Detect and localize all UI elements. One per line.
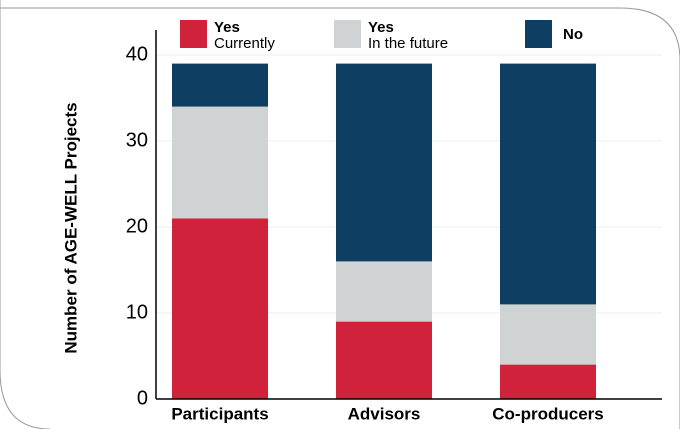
- y-tick-label: 30: [126, 129, 148, 151]
- bar-segment: [336, 261, 432, 322]
- bar-segment: [500, 304, 596, 365]
- x-tick-label: Co-producers: [492, 404, 603, 423]
- bar-segment: [172, 63, 268, 107]
- y-tick-label: 10: [126, 301, 148, 323]
- frame: [0, 0, 51, 429]
- bar-segment: [172, 106, 268, 219]
- y-tick-label: 40: [126, 43, 148, 65]
- legend-label: Yes: [368, 19, 394, 36]
- legend-swatch: [180, 20, 207, 48]
- x-tick-label: Participants: [171, 404, 268, 423]
- x-tick-label: Advisors: [348, 404, 421, 423]
- y-tick-label: 20: [126, 215, 148, 237]
- legend-detail: Currently: [214, 35, 275, 52]
- legend-swatch: [525, 20, 552, 48]
- legend-label: No: [563, 26, 583, 43]
- y-axis-label: Number of AGE-WELL Projects: [61, 102, 80, 353]
- y-tick-label: 0: [137, 387, 148, 409]
- legend-label: Yes: [214, 19, 240, 36]
- bar-segment: [500, 364, 596, 399]
- bar-segment: [336, 321, 432, 399]
- legend-detail: In the future: [368, 35, 448, 52]
- bar-segment: [500, 63, 596, 305]
- bar-segment: [336, 63, 432, 262]
- legend-swatch: [334, 20, 361, 48]
- bar-segment: [172, 218, 268, 399]
